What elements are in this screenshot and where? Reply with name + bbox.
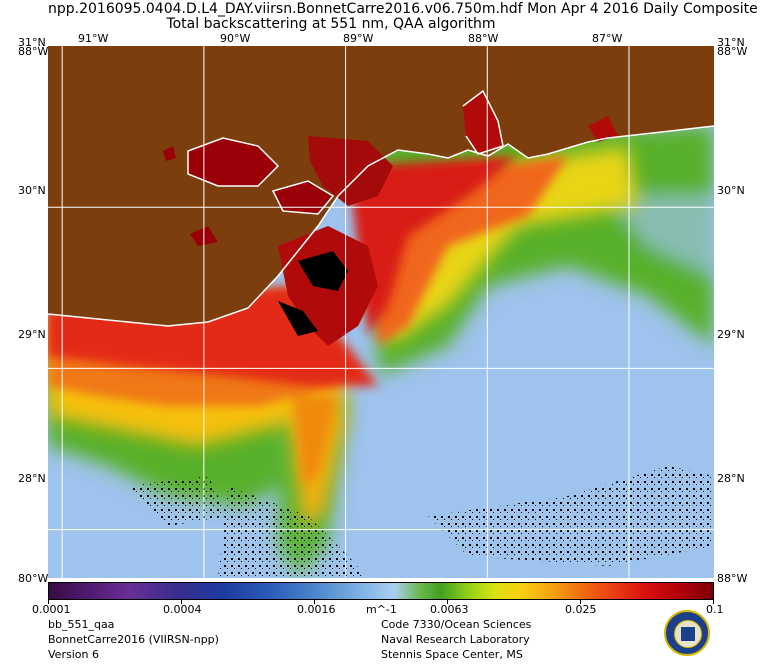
lat-label-28n-left: 28°N bbox=[18, 472, 46, 485]
corner-tl-lat: 31°N bbox=[18, 36, 46, 49]
footer-right-1: Code 7330/Ocean Sciences bbox=[381, 618, 532, 631]
lon-label-90w: 90°W bbox=[220, 32, 251, 45]
colorbar-tick bbox=[580, 600, 581, 604]
footer-left-3: Version 6 bbox=[48, 648, 99, 661]
footer-left-1: bb_551_qaa bbox=[48, 618, 115, 631]
colorbar-label-2: 0.0016 bbox=[297, 603, 336, 616]
lat-label-30n-left: 30°N bbox=[18, 184, 46, 197]
corner-tr-lon: 88°W bbox=[717, 45, 748, 58]
map-svg bbox=[48, 46, 714, 578]
seal-shield bbox=[681, 627, 695, 641]
corner-br-lon: 88°W bbox=[717, 572, 748, 585]
lat-label-29n-right: 29°N bbox=[717, 328, 745, 341]
graticule bbox=[48, 46, 714, 578]
no-data-speckle bbox=[128, 466, 714, 578]
title-line-2: Total backscattering at 551 nm, QAA algo… bbox=[0, 16, 762, 32]
colorbar-units: m^-1 bbox=[366, 603, 397, 616]
map-panel[interactable] bbox=[48, 46, 714, 578]
lakes bbox=[163, 91, 618, 246]
seal-inner bbox=[674, 620, 702, 648]
colorbar-tick bbox=[48, 600, 49, 604]
footer-left-2: BonnetCarre2016 (VIIRSN-npp) bbox=[48, 633, 219, 646]
colorbar-label-1: 0.0004 bbox=[163, 603, 202, 616]
nrl-seal-icon bbox=[664, 610, 710, 656]
title-line-1: npp.2016095.0404.D.L4_DAY.viirsn.BonnetC… bbox=[48, 1, 758, 17]
lon-label-88w: 88°W bbox=[468, 32, 499, 45]
colorbar-tick bbox=[447, 600, 448, 604]
colorbar-label-0: 0.0001 bbox=[32, 603, 71, 616]
corner-tr-lat: 31°N bbox=[717, 36, 745, 49]
land bbox=[48, 46, 714, 326]
colorbar-tick bbox=[314, 600, 315, 604]
lon-label-89w: 89°W bbox=[343, 32, 374, 45]
colorbar-label-5: 0.1 bbox=[706, 603, 724, 616]
colorbar-label-4: 0.025 bbox=[565, 603, 597, 616]
corner-bl-lon: 80°W bbox=[18, 572, 49, 585]
lon-label-91w: 91°W bbox=[78, 32, 109, 45]
lon-label-87w: 87°W bbox=[592, 32, 623, 45]
delta bbox=[278, 226, 378, 346]
footer-right-2: Naval Research Laboratory bbox=[381, 633, 530, 646]
footer-right-3: Stennis Space Center, MS bbox=[381, 648, 523, 661]
lat-label-29n-left: 29°N bbox=[18, 328, 46, 341]
colorbar-tick bbox=[713, 600, 714, 604]
colorbar-tick bbox=[181, 600, 182, 604]
corner-tl-lon: 88°W bbox=[18, 45, 49, 58]
colorbar bbox=[48, 582, 714, 600]
colorbar-label-3: 0.0063 bbox=[430, 603, 469, 616]
title-line-2-text: Total backscattering at 551 nm, QAA algo… bbox=[166, 16, 496, 32]
lat-label-30n-right: 30°N bbox=[717, 184, 745, 197]
lat-label-28n-right: 28°N bbox=[717, 472, 745, 485]
